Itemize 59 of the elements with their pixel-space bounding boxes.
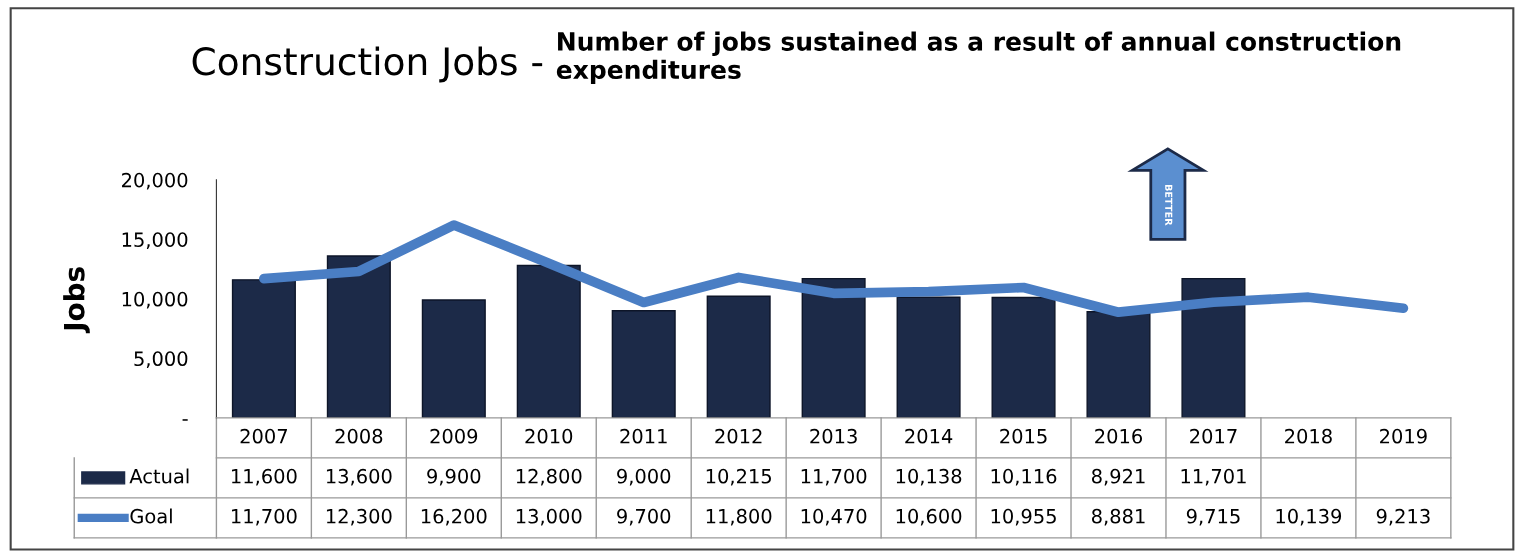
data-label: 8,921 xyxy=(1091,468,1145,486)
x-tick-label: 2012 xyxy=(715,428,762,444)
data-label: 9,700 xyxy=(617,508,671,526)
x-tick-label: 2011 xyxy=(620,428,667,444)
data-label: 11,800 xyxy=(706,508,772,526)
data-label: 11,700 xyxy=(232,508,297,526)
data-label: 12,300 xyxy=(326,508,392,526)
data-label: 10,138 xyxy=(896,468,962,486)
y-tick-label: 15,000 xyxy=(122,232,188,249)
data-label: 10,116 xyxy=(991,468,1057,486)
data-label: 11,700 xyxy=(801,468,867,486)
chart-title: Construction Jobs - xyxy=(192,46,543,83)
chart-subtitle: Number of jobs sustained as a result of annual construction expenditures xyxy=(556,31,1401,84)
bar xyxy=(991,296,1056,418)
x-tick-label: 2007 xyxy=(240,428,287,444)
bar xyxy=(896,296,961,418)
bar xyxy=(1181,277,1246,418)
x-tick-label: 2017 xyxy=(1190,428,1237,444)
y-tick-label: 10,000 xyxy=(122,291,188,309)
x-tick-label: 2010 xyxy=(525,428,573,444)
data-label: 12,800 xyxy=(516,468,582,486)
bar xyxy=(326,255,391,418)
bar xyxy=(516,264,581,418)
legend-label: Actual xyxy=(129,468,189,484)
x-tick-label: 2009 xyxy=(430,428,478,444)
data-label: 10,139 xyxy=(1276,508,1342,526)
data-label: 9,900 xyxy=(427,468,481,486)
bar xyxy=(421,299,486,418)
x-tick-label: 2018 xyxy=(1285,428,1332,444)
data-label: 10,215 xyxy=(706,468,771,486)
data-label: 9,000 xyxy=(617,468,671,486)
bar xyxy=(706,295,771,418)
x-tick-label: 2014 xyxy=(905,428,953,444)
y-axis-title: Jobs xyxy=(63,267,90,334)
x-tick-label: 2016 xyxy=(1095,428,1143,444)
data-label: 13,000 xyxy=(516,508,582,526)
data-label: 10,955 xyxy=(991,508,1056,526)
x-tick-label: 2019 xyxy=(1380,428,1427,444)
y-tick-label: - xyxy=(182,419,188,421)
bar xyxy=(611,310,676,418)
x-tick-label: 2013 xyxy=(810,428,857,444)
data-label: 9,715 xyxy=(1186,508,1240,526)
data-label: 10,600 xyxy=(896,508,962,526)
data-label: 10,470 xyxy=(801,508,867,526)
data-label: 11,600 xyxy=(232,468,297,486)
data-label: 8,881 xyxy=(1091,508,1145,526)
x-tick-label: 2008 xyxy=(335,428,383,444)
annotation: BETTER xyxy=(1165,184,1173,226)
data-label: 11,701 xyxy=(1181,468,1246,486)
legend-label: Goal xyxy=(130,508,172,524)
y-tick-label: 20,000 xyxy=(122,172,188,190)
y-tick-label: 5,000 xyxy=(134,351,188,369)
bar xyxy=(1086,311,1151,418)
data-label: 9,213 xyxy=(1376,508,1430,526)
data-label: 16,200 xyxy=(421,508,487,526)
bar xyxy=(801,277,866,418)
bar xyxy=(231,279,296,418)
x-tick-label: 2015 xyxy=(1000,428,1047,444)
data-label: 13,600 xyxy=(326,468,392,486)
